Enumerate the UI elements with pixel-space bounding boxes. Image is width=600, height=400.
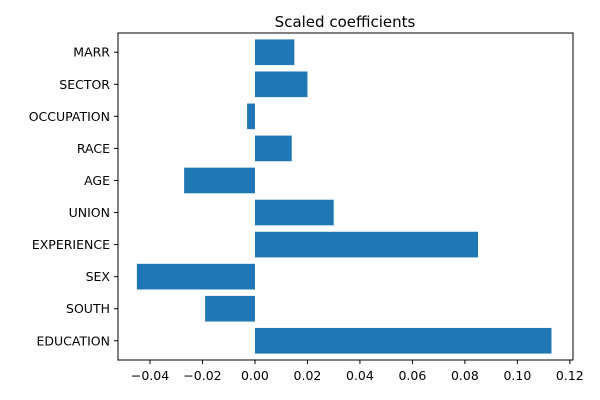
y-tick-label: EDUCATION (37, 333, 111, 348)
bar-race (254, 135, 292, 162)
bar-south (205, 295, 255, 322)
bar-occupation (247, 103, 255, 130)
bar-experience (254, 231, 479, 258)
y-tick-label: RACE (77, 141, 110, 156)
y-tick-label: SECTOR (59, 77, 110, 92)
bar-education (254, 327, 552, 354)
chart-title: Scaled coefficients (275, 13, 416, 31)
y-tick-label: SEX (86, 269, 111, 284)
y-tick-label: SOUTH (66, 301, 110, 316)
x-tick-label: 0.10 (503, 368, 531, 383)
y-tick-label: AGE (84, 173, 110, 188)
x-tick-label: −0.02 (183, 368, 221, 383)
bars-layer (136, 39, 552, 354)
bar-age (184, 167, 255, 194)
y-axis: EDUCATION SOUTH SEX EXPERIENCE UNION AGE RACE O… (29, 45, 118, 348)
x-tick-label: 0.06 (398, 368, 426, 383)
bar-sector (254, 71, 308, 98)
y-tick-label: MARR (73, 45, 110, 60)
x-tick-label: 0.00 (241, 368, 269, 383)
plot-frame (117, 32, 574, 361)
x-tick-label: 0.02 (294, 368, 322, 383)
y-tick-label: OCCUPATION (29, 109, 110, 124)
x-axis: −0.04 −0.02 0.00 0.02 0.04 0.06 0.08 0.10 0.12 (131, 360, 584, 383)
x-tick-label: −0.04 (131, 368, 169, 383)
y-tick-label: EXPERIENCE (32, 237, 110, 252)
bar-union (254, 199, 334, 226)
x-tick-label: 0.04 (346, 368, 374, 383)
bar-sex (136, 263, 255, 290)
x-tick-label: 0.08 (451, 368, 479, 383)
bar-marr (254, 39, 295, 66)
x-tick-label: 0.12 (556, 368, 584, 383)
y-tick-label: UNION (69, 205, 110, 220)
